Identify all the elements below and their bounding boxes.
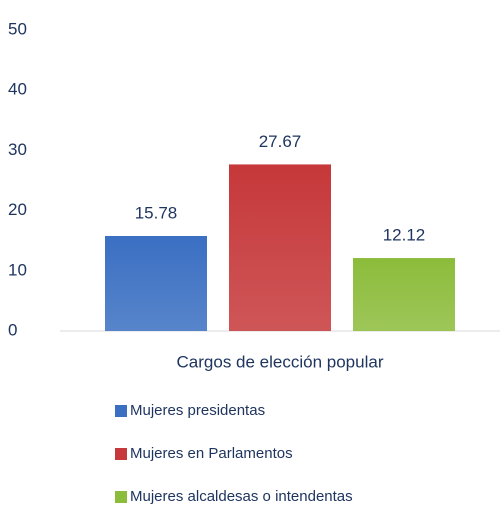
x-tick-label: Cargos de elección popular — [177, 352, 384, 371]
y-tick-label: 0 — [8, 320, 17, 339]
data-label: 12.12 — [383, 226, 426, 245]
legend-label: Mujeres presidentas — [130, 402, 265, 419]
bar — [105, 236, 207, 331]
legend-swatch — [115, 405, 127, 417]
legend-label: Mujeres en Parlamentos — [130, 445, 293, 462]
legend-label: Mujeres alcaldesas o intendentas — [130, 488, 353, 505]
legend-swatch — [115, 491, 127, 503]
data-label: 27.67 — [259, 132, 302, 151]
data-label: 15.78 — [135, 203, 178, 222]
y-tick-label: 30 — [8, 140, 27, 159]
y-tick-label: 40 — [8, 80, 27, 99]
bar — [353, 258, 455, 331]
y-tick-label: 50 — [8, 19, 27, 38]
bar — [229, 164, 331, 331]
y-tick-label: 10 — [8, 260, 27, 279]
y-tick-label: 20 — [8, 200, 27, 219]
legend-swatch — [115, 448, 127, 460]
